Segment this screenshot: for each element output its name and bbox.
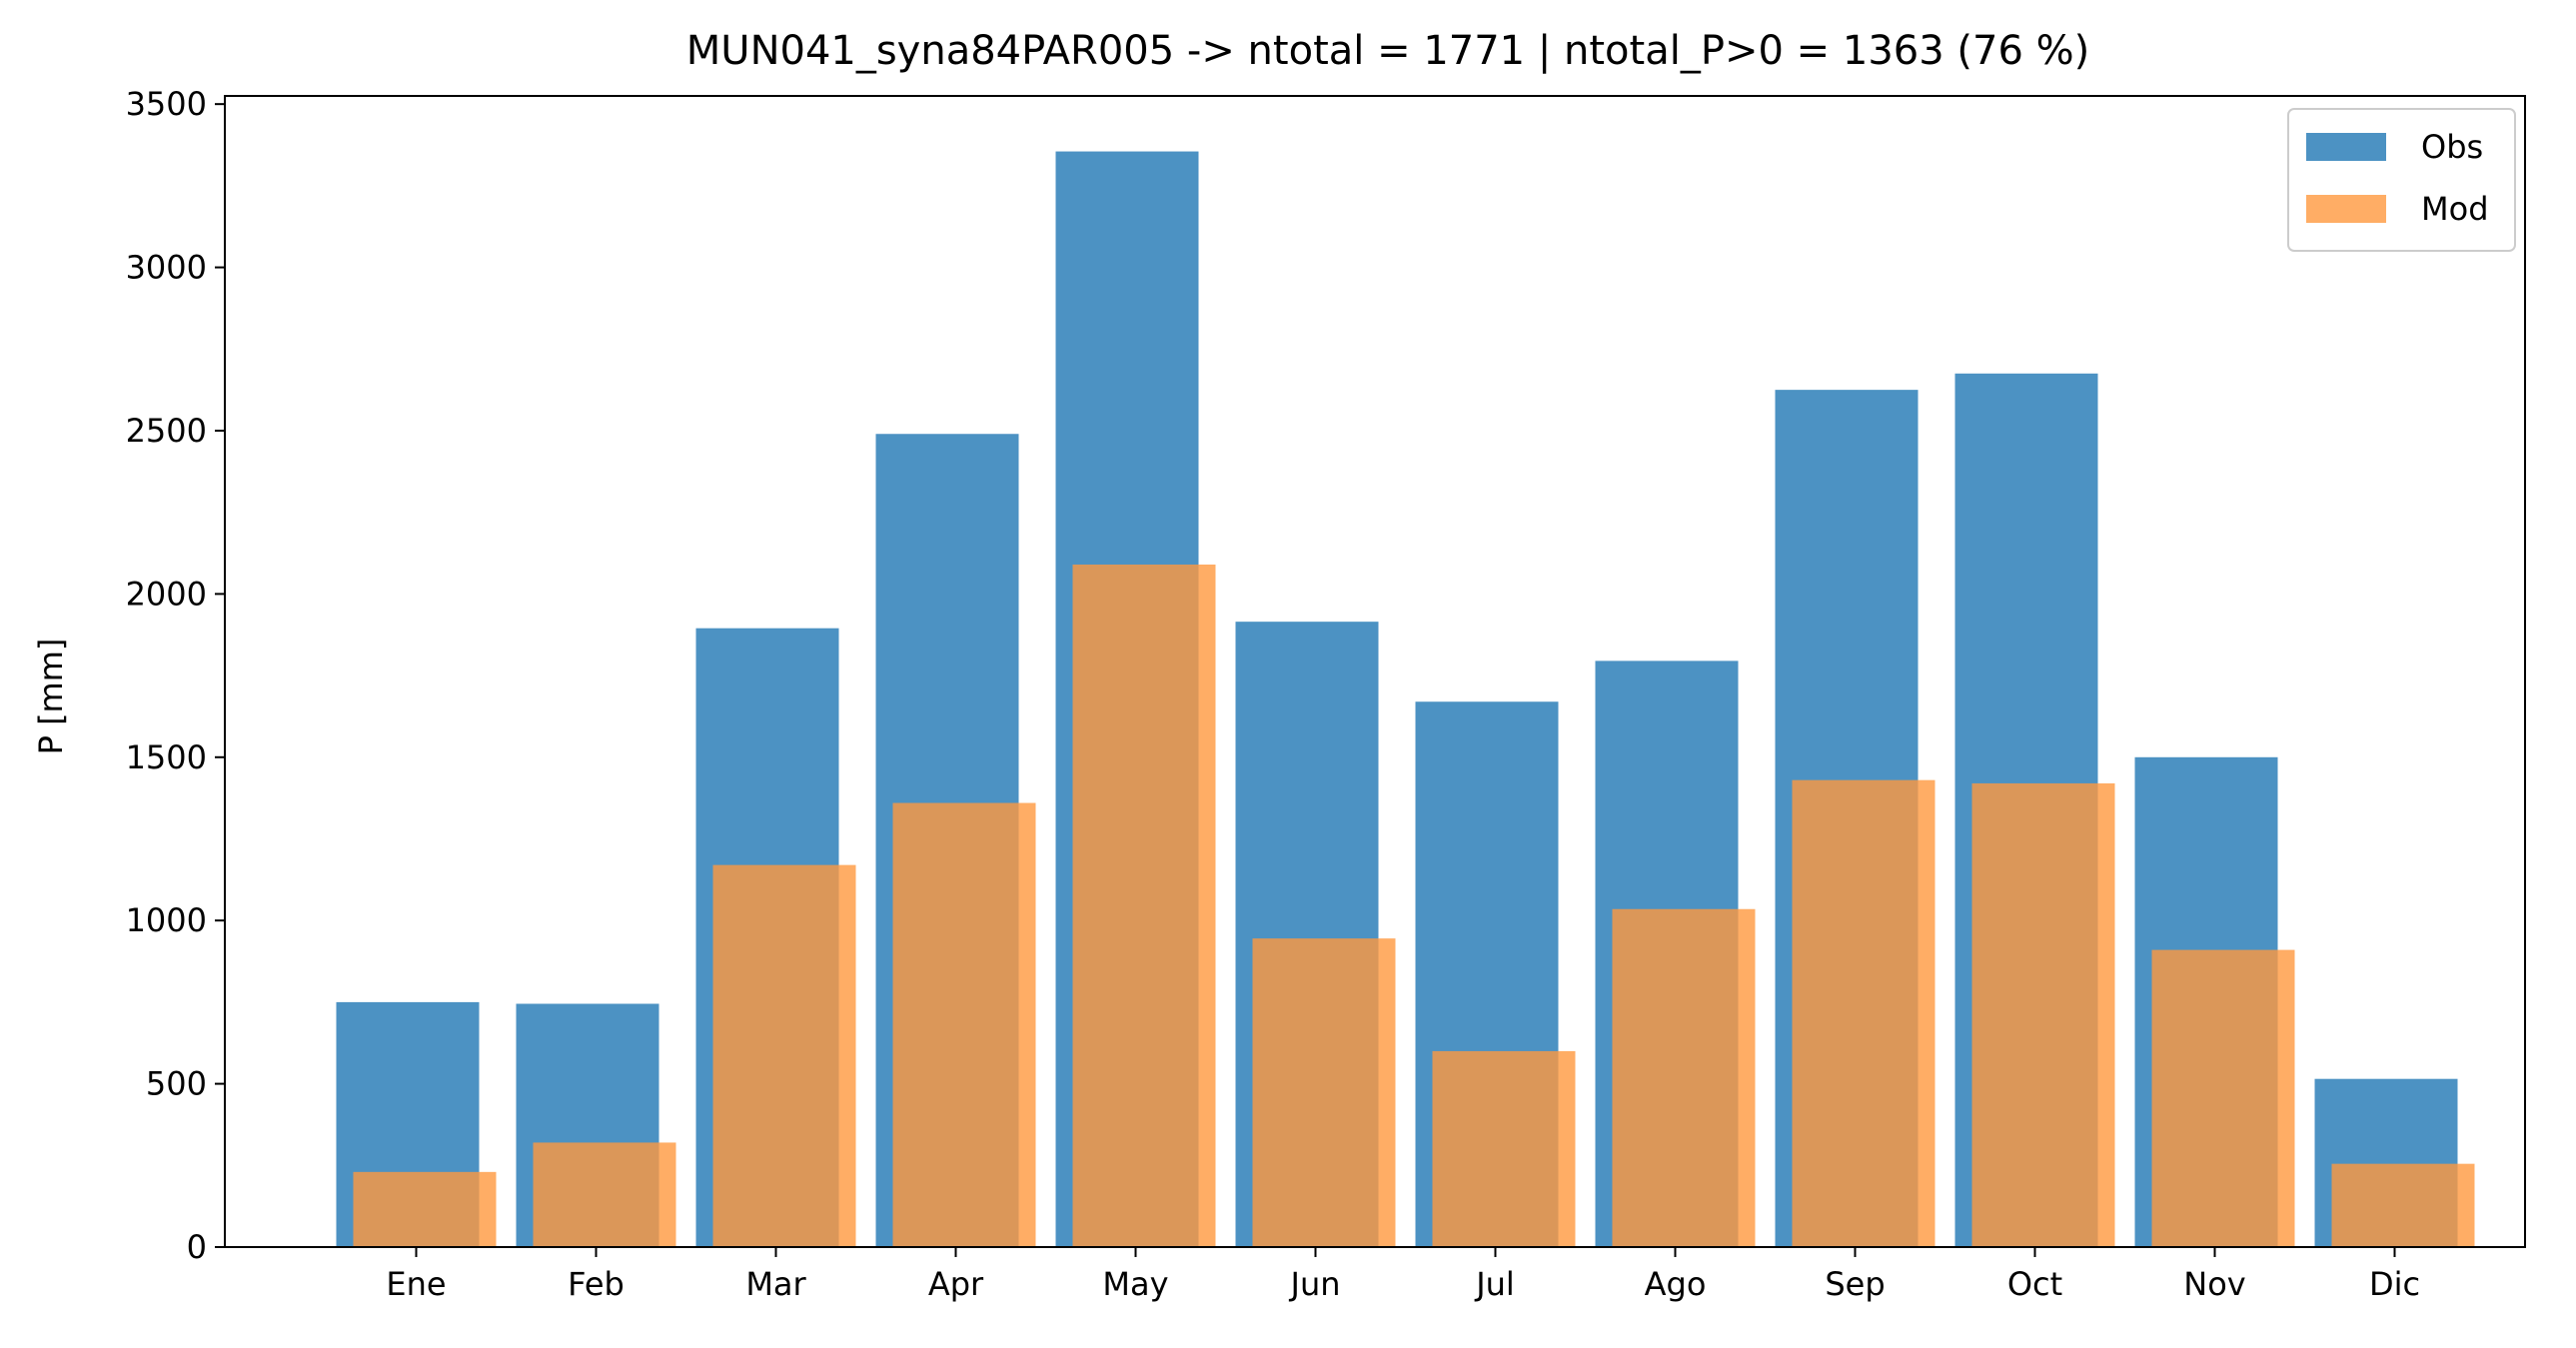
axes-layer: 0 500 1000 1500 2000 2500 3000 3500 Ene Feb Mar Apr… — [126, 85, 2526, 1303]
bars-layer — [336, 151, 2475, 1247]
x-tick-label: Jun — [1289, 1265, 1341, 1303]
x-tick-label: Ene — [386, 1265, 446, 1303]
y-tick-label: 3500 — [126, 85, 207, 123]
bar-mod-apr — [892, 802, 1036, 1247]
bar-mod-ene — [353, 1171, 497, 1247]
chart-title: MUN041_syna84PAR005 -> ntotal = 1771 | n… — [686, 28, 2089, 74]
x-tick-label: Feb — [568, 1265, 625, 1303]
bar-mod-oct — [1971, 782, 2115, 1247]
y-tick-label: 500 — [146, 1065, 207, 1103]
x-tick-label: May — [1102, 1265, 1168, 1303]
bar-mod-feb — [533, 1142, 676, 1247]
bar-mod-may — [1072, 564, 1216, 1247]
legend: Obs Mod — [2287, 108, 2516, 252]
x-tick-label: Apr — [928, 1265, 984, 1303]
legend-swatch-obs — [2306, 133, 2386, 161]
x-tick-label: Nov — [2183, 1265, 2245, 1303]
x-tick-label: Oct — [2007, 1265, 2062, 1303]
y-tick-label: 0 — [187, 1228, 207, 1266]
y-tick-label: 3000 — [126, 249, 207, 287]
bar-mod-ago — [1612, 908, 1756, 1247]
y-axis-label: P [mm] — [32, 639, 70, 755]
bar-mod-jul — [1432, 1050, 1576, 1247]
legend-label-obs: Obs — [2421, 128, 2483, 166]
legend-swatch-mod — [2306, 195, 2386, 223]
bar-mod-sep — [1792, 779, 1935, 1247]
bar-mod-mar — [712, 864, 856, 1247]
x-tick-label: Jul — [1474, 1265, 1515, 1303]
y-tick-label: 1500 — [126, 738, 207, 776]
bar-mod-jun — [1252, 938, 1396, 1247]
bar-mod-nov — [2151, 949, 2295, 1247]
plot-frame — [224, 95, 2526, 1248]
x-tick-label: Ago — [1645, 1265, 1707, 1303]
bar-mod-dic — [2331, 1163, 2475, 1247]
y-tick-label: 1000 — [126, 901, 207, 939]
y-tick-label: 2000 — [126, 575, 207, 613]
y-tick-label: 2500 — [126, 412, 207, 450]
x-tick-label: Dic — [2369, 1265, 2420, 1303]
x-tick-label: Mar — [745, 1265, 806, 1303]
legend-label-mod: Mod — [2421, 190, 2489, 228]
x-tick-label: Sep — [1825, 1265, 1885, 1303]
